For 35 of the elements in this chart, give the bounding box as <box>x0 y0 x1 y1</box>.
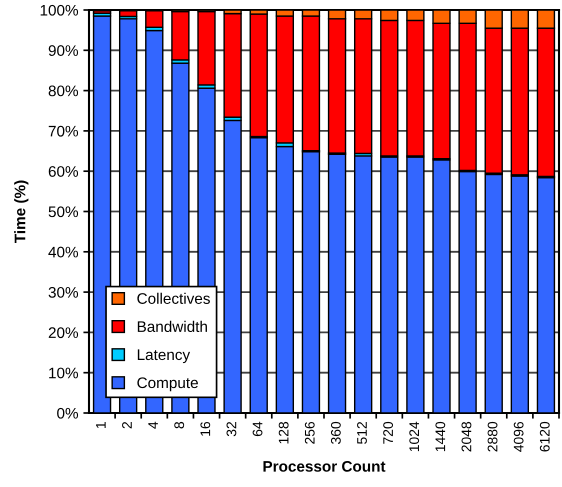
x-tick-label: 4096 <box>514 422 524 452</box>
y-tick-label: 0% <box>57 408 78 419</box>
legend-label: Collectives <box>137 292 210 304</box>
x-tick-label: 512 <box>357 422 367 444</box>
x-tick-label: 360 <box>330 422 341 444</box>
y-tick-label: 80% <box>48 85 78 96</box>
y-tick-label: 60% <box>48 166 78 177</box>
x-tick-label: 6120 <box>540 422 550 452</box>
x-tick-label: 32 <box>226 422 236 436</box>
y-tick-label: 10% <box>49 368 78 378</box>
x-tick-label: 16 <box>200 422 210 436</box>
x-tick-label: 8 <box>174 422 184 428</box>
legend-label: Compute <box>137 377 198 392</box>
y-tick-label: 20% <box>48 327 78 338</box>
y-axis-title: Time (%) <box>14 180 28 244</box>
x-tick-label: 720 <box>383 422 394 444</box>
x-tick-label: 4 <box>148 422 158 429</box>
y-tick-label: 30% <box>48 286 78 298</box>
legend-label: Latency <box>138 349 190 364</box>
x-tick-label: 2880 <box>488 422 498 452</box>
x-tick-label: 1 <box>96 422 106 428</box>
x-axis-title: Processor Count <box>263 460 386 472</box>
y-tick-label: 50% <box>48 206 78 218</box>
x-tick-label: 64 <box>252 422 262 436</box>
y-tick-label: 90% <box>48 45 78 56</box>
x-tick-label: 256 <box>304 422 315 444</box>
x-tick-label: 1024 <box>409 422 420 452</box>
x-tick-label: 2 <box>122 422 132 428</box>
y-tick-label: 40% <box>48 246 78 258</box>
y-tick-label: 100% <box>40 4 78 16</box>
legend-label: Bandwidth <box>138 320 207 332</box>
x-tick-label: 1440 <box>435 422 446 452</box>
y-tick-label: 70% <box>48 126 78 137</box>
x-tick-label: 2048 <box>462 422 472 452</box>
x-tick-label: 128 <box>278 422 289 444</box>
